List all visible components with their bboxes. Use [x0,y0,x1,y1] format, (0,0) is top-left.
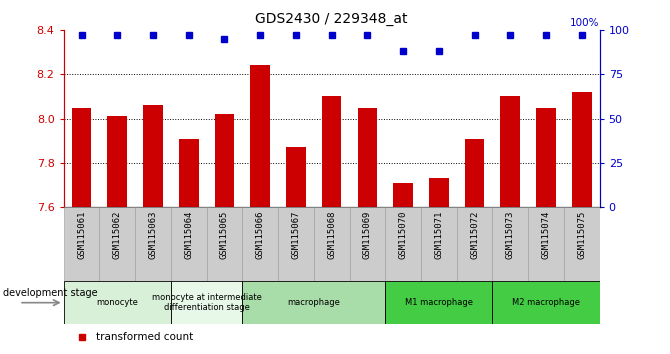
Bar [500,97,520,207]
Text: M1 macrophage: M1 macrophage [405,298,473,307]
Bar [350,207,385,281]
Bar [179,138,198,207]
Text: GSM115072: GSM115072 [470,211,479,259]
Bar [243,207,278,281]
Bar [135,207,171,281]
Bar [72,108,91,207]
Bar [393,183,413,207]
Bar [64,281,171,324]
Bar [421,207,457,281]
Text: GSM115071: GSM115071 [434,211,444,259]
Bar [492,207,528,281]
Bar [457,207,492,281]
Bar [536,108,556,207]
Text: M2 macrophage: M2 macrophage [512,298,580,307]
Bar [322,97,342,207]
Title: GDS2430 / 229348_at: GDS2430 / 229348_at [255,12,408,26]
Text: macrophage: macrophage [287,298,340,307]
Text: GSM115066: GSM115066 [256,211,265,259]
Bar [214,114,234,207]
Bar [107,116,127,207]
Text: GSM115068: GSM115068 [327,211,336,259]
Bar [206,207,243,281]
Bar [143,105,163,207]
Bar [528,207,564,281]
Text: monocyte: monocyte [96,298,138,307]
Text: 100%: 100% [570,18,600,28]
Bar [358,108,377,207]
Text: GSM115074: GSM115074 [541,211,551,259]
Text: development stage: development stage [3,288,98,298]
Bar [429,178,449,207]
Bar [314,207,350,281]
Bar [385,281,492,324]
Bar [572,92,592,207]
Bar [171,207,206,281]
Text: GSM115061: GSM115061 [77,211,86,259]
Text: GSM115073: GSM115073 [506,211,515,259]
Bar [99,207,135,281]
Text: transformed count: transformed count [96,332,193,342]
Text: GSM115075: GSM115075 [578,211,586,259]
Text: GSM115070: GSM115070 [399,211,407,259]
Bar [64,207,99,281]
Bar [243,281,385,324]
Text: monocyte at intermediate
differentiation stage: monocyte at intermediate differentiation… [151,293,261,312]
Text: GSM115062: GSM115062 [113,211,122,259]
Bar [492,281,600,324]
Bar [286,147,306,207]
Bar [171,281,243,324]
Bar [278,207,314,281]
Text: GSM115065: GSM115065 [220,211,229,259]
Bar [564,207,600,281]
Bar [385,207,421,281]
Text: GSM115063: GSM115063 [149,211,157,259]
Text: GSM115069: GSM115069 [363,211,372,259]
Text: GSM115067: GSM115067 [291,211,300,259]
Bar [465,138,484,207]
Text: GSM115064: GSM115064 [184,211,193,259]
Bar [251,65,270,207]
